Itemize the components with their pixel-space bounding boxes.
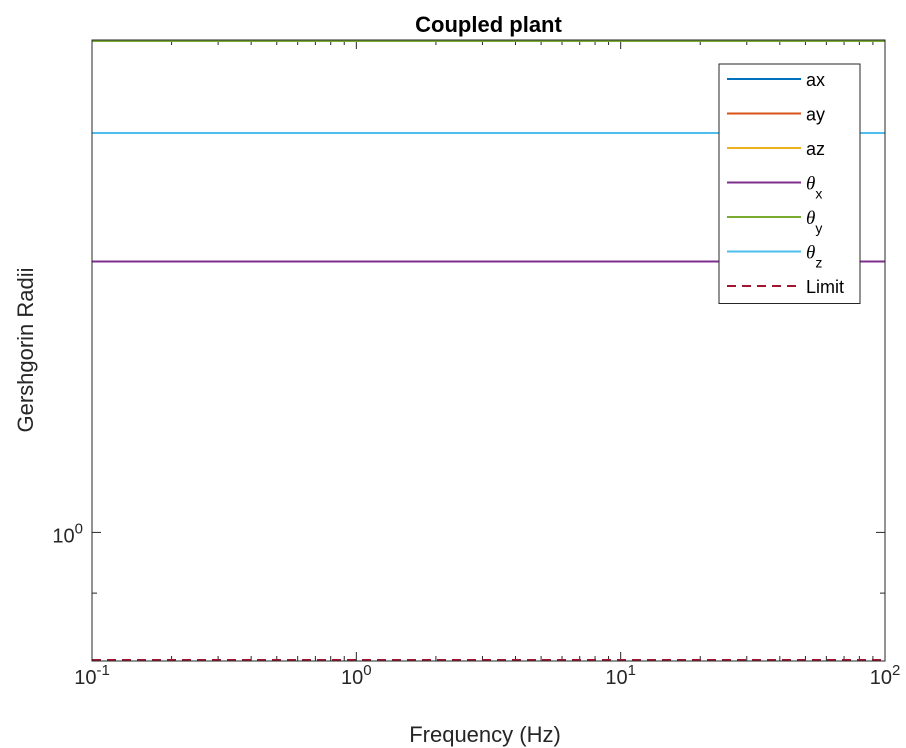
y-axis-label: Gershgorin Radii — [13, 267, 38, 432]
legend-label: ay — [806, 105, 825, 125]
series-lines — [92, 40, 885, 661]
tick-labels: 10-1 100 101 102 100 — [52, 520, 900, 689]
legend-label: θz — [806, 243, 822, 271]
legend-label: θy — [806, 208, 822, 236]
legend-label: az — [806, 139, 825, 159]
x-tick-label: 102 — [870, 662, 901, 689]
legend-label: ax — [806, 70, 825, 90]
x-tick-label: 100 — [341, 662, 372, 689]
legend-label: Limit — [806, 277, 844, 297]
plot-frame — [91, 39, 886, 662]
x-tick-label: 10-1 — [74, 662, 110, 689]
legend-box — [718, 63, 861, 304]
x-tick-label: 101 — [605, 662, 636, 689]
chart-title: Coupled plant — [415, 12, 562, 37]
y-tick-label: 100 — [52, 520, 83, 547]
legend-label: θx — [806, 174, 822, 202]
x-axis-label: Frequency (Hz) — [409, 722, 561, 747]
legend: ax ay az θx θy θz Limit — [718, 63, 861, 304]
